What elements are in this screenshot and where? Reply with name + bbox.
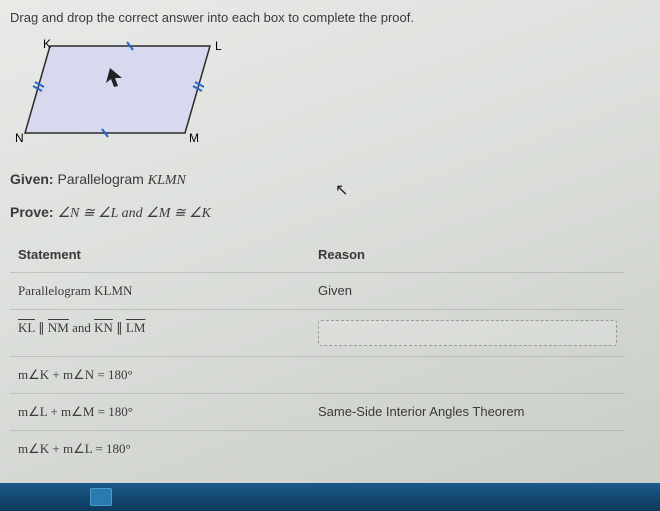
given-label: Given: xyxy=(10,171,54,187)
prove-expr: ∠N ≅ ∠L and ∠M ≅ ∠K xyxy=(57,206,211,221)
prove-line: Prove: ∠N ≅ ∠L and ∠M ≅ ∠K xyxy=(10,204,660,222)
proof-table: Statement Reason Parallelogram KLMN Give… xyxy=(10,237,625,467)
table-row: Parallelogram KLMN Given xyxy=(10,272,625,309)
statement-cell: m∠K + m∠L = 180° xyxy=(10,431,310,467)
vertex-k: K xyxy=(43,38,51,51)
instruction-text: Drag and drop the correct answer into ea… xyxy=(10,10,660,25)
reason-cell: Given xyxy=(310,273,625,309)
statement-cell: m∠K + m∠N = 180° xyxy=(10,357,310,393)
taskbar[interactable] xyxy=(0,483,660,511)
taskbar-item-icon[interactable] xyxy=(90,488,112,506)
parallelogram-shape xyxy=(25,46,210,133)
statement-cell: Parallelogram KLMN xyxy=(10,273,310,309)
given-text-prefix: Parallelogram xyxy=(57,171,147,187)
reason-cell xyxy=(310,357,625,393)
header-reason: Reason xyxy=(310,237,625,272)
parallelogram-diagram: K L M N xyxy=(15,38,235,148)
vertex-n: N xyxy=(15,131,24,145)
vertex-l: L xyxy=(215,39,222,53)
prove-label: Prove: xyxy=(10,204,54,220)
header-statement: Statement xyxy=(10,237,310,272)
statement-cell: m∠L + m∠M = 180° xyxy=(10,394,310,430)
answer-drop-zone[interactable] xyxy=(318,320,617,346)
table-row: m∠K + m∠L = 180° xyxy=(10,430,625,467)
table-row: KL ∥ NM and KN ∥ LM xyxy=(10,309,625,356)
table-row: m∠L + m∠M = 180° Same-Side Interior Angl… xyxy=(10,393,625,430)
reason-cell xyxy=(310,431,625,467)
table-header: Statement Reason xyxy=(10,237,625,272)
table-row: m∠K + m∠N = 180° xyxy=(10,356,625,393)
statement-cell: KL ∥ NM and KN ∥ LM xyxy=(10,310,310,356)
vertex-m: M xyxy=(189,131,199,145)
given-shape: KLMN xyxy=(148,173,186,188)
mouse-cursor-icon: ↖ xyxy=(335,180,348,200)
reason-cell xyxy=(310,310,625,356)
reason-cell: Same-Side Interior Angles Theorem xyxy=(310,394,625,430)
